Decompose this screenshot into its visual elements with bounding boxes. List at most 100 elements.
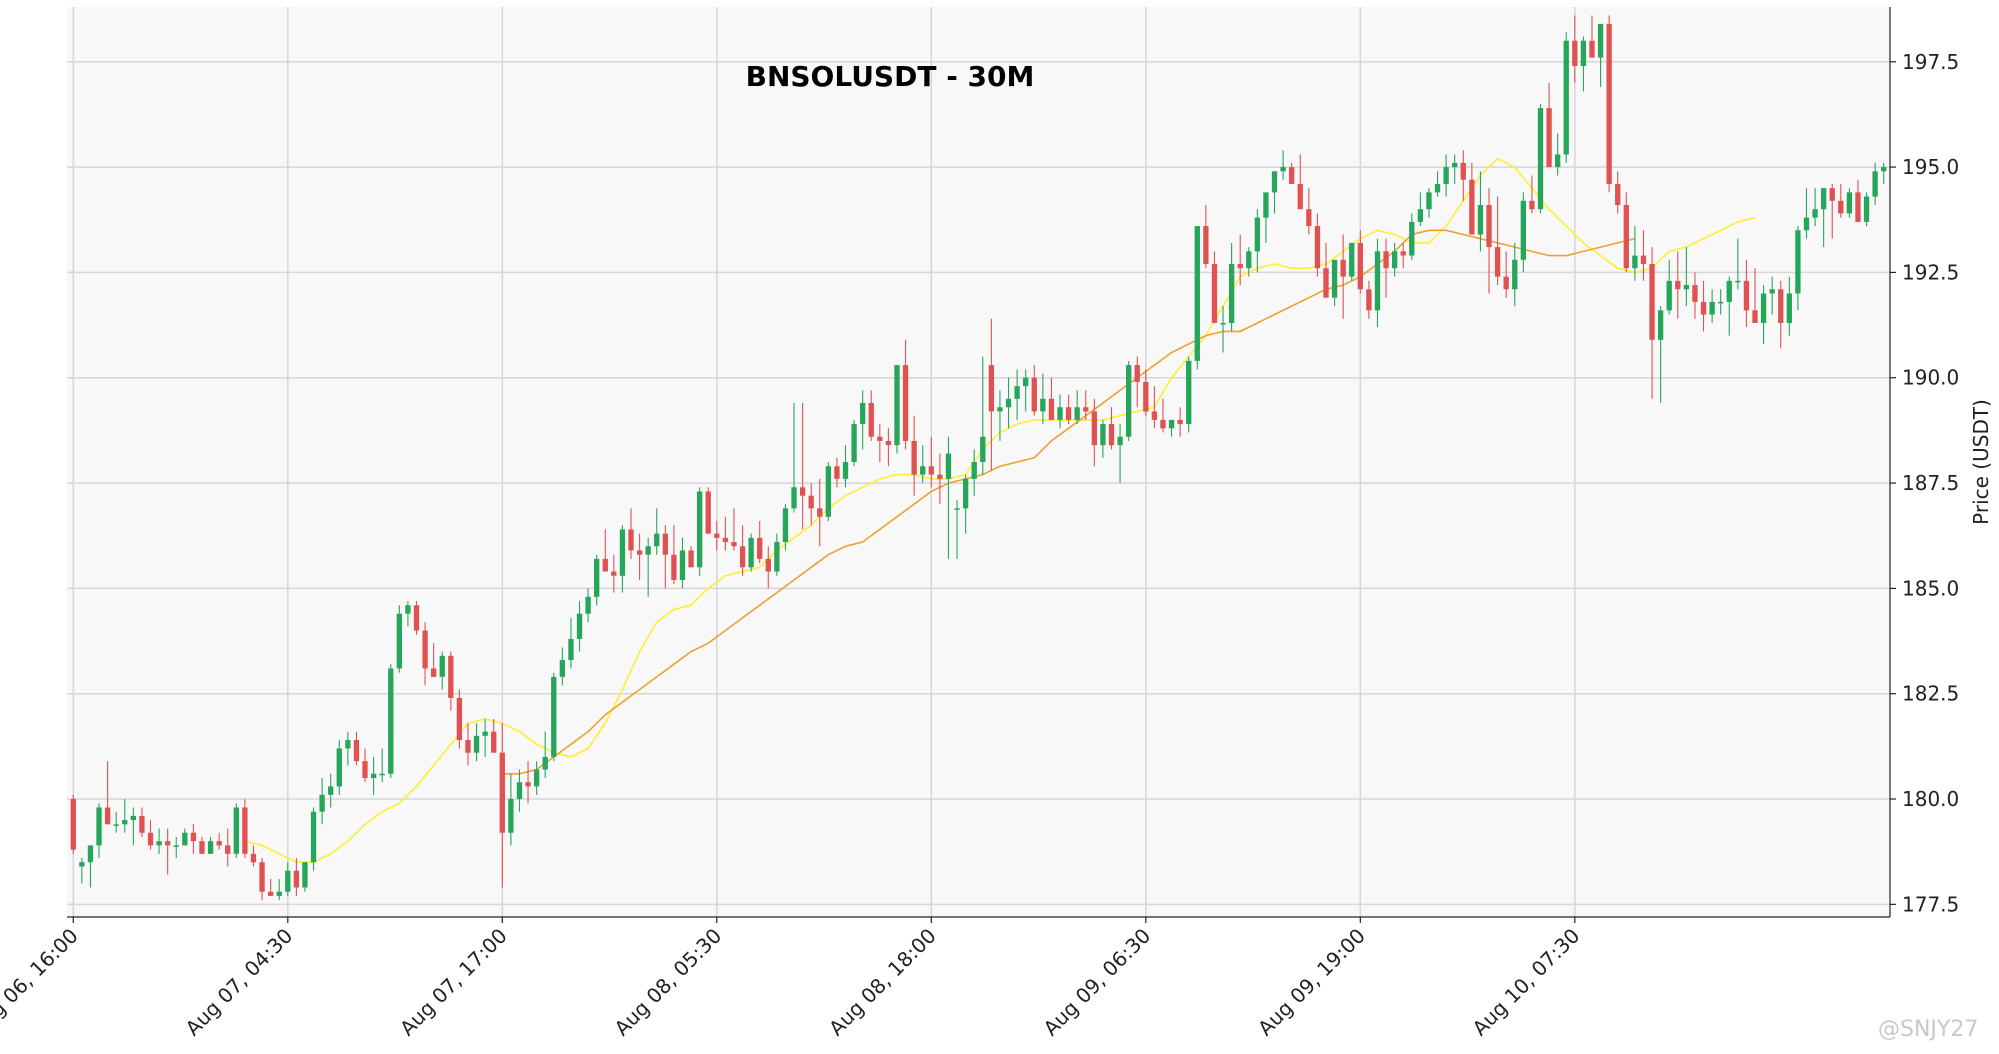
candle-body <box>448 655 454 698</box>
candles <box>70 15 1887 901</box>
candle-body <box>250 853 257 863</box>
candle-body <box>113 824 119 826</box>
candle-body <box>1366 289 1372 311</box>
candle <box>1537 103 1544 214</box>
candle-body <box>1769 289 1775 294</box>
candle-body <box>1383 251 1389 269</box>
candle-body <box>1520 200 1527 260</box>
candle <box>1143 369 1149 416</box>
candle-body <box>1700 301 1707 315</box>
candle-body <box>894 365 900 446</box>
candle-body <box>1657 310 1664 340</box>
candle <box>1426 188 1432 218</box>
candle-body <box>379 773 385 776</box>
candle <box>928 436 934 488</box>
candle <box>1820 188 1827 248</box>
candle <box>1555 133 1561 176</box>
candle <box>765 546 771 589</box>
candle-body <box>1572 40 1578 66</box>
candle <box>834 457 840 488</box>
candle <box>714 520 720 551</box>
candle-body <box>473 735 480 753</box>
candle <box>1074 390 1080 425</box>
y-tick-label: 177.5 <box>1902 892 1959 916</box>
candle <box>182 828 188 846</box>
candle <box>156 828 162 854</box>
candle <box>825 462 832 521</box>
candle-body <box>722 537 729 543</box>
candle-body <box>1091 411 1097 446</box>
candle <box>1297 154 1303 210</box>
candle-body <box>1615 183 1621 206</box>
candle-body <box>1692 285 1698 302</box>
candle-body <box>1537 108 1544 210</box>
candle <box>1057 394 1063 429</box>
candle <box>336 740 342 795</box>
candle <box>1563 32 1569 163</box>
candle <box>388 664 394 778</box>
candle <box>1306 188 1312 235</box>
candle-body <box>679 550 686 580</box>
candle <box>1400 242 1406 269</box>
x-tick-label: Aug 07, 04:30 <box>181 924 298 1041</box>
candle <box>1829 183 1835 239</box>
candle <box>619 525 626 593</box>
candle-body <box>945 453 952 479</box>
y-tick-label: 197.5 <box>1902 50 1959 74</box>
candle-body <box>182 832 188 846</box>
candle <box>1778 280 1784 349</box>
candle-body <box>1271 171 1278 193</box>
candle <box>499 723 505 888</box>
candle <box>688 546 694 568</box>
candle-body <box>1374 251 1381 311</box>
candle-body <box>1778 289 1784 323</box>
candle <box>1374 238 1381 328</box>
candle-body <box>1211 263 1218 323</box>
candle <box>1589 15 1595 58</box>
candle-body <box>1683 285 1690 290</box>
candle <box>1134 356 1140 408</box>
candle-body <box>122 820 128 825</box>
candle-body <box>491 731 497 753</box>
candle <box>70 794 76 854</box>
candle <box>628 508 634 559</box>
candle-body <box>1125 365 1132 437</box>
candle <box>473 723 480 762</box>
candle <box>997 390 1003 441</box>
candle <box>1117 424 1123 484</box>
candle-body <box>1014 386 1020 399</box>
chart-title: BNSOLUSDT - 30M <box>746 60 1035 93</box>
candle-body <box>1872 171 1878 197</box>
candle-body <box>885 440 892 446</box>
candle-body <box>190 832 197 842</box>
watermark: @SNJY27 <box>1878 1017 1978 1042</box>
candle-body <box>1494 247 1501 277</box>
candle <box>1100 419 1106 458</box>
candle-body <box>962 478 969 509</box>
y-tick-label: 187.5 <box>1902 471 1959 495</box>
candle-body <box>1726 280 1732 302</box>
candle-body <box>808 495 814 509</box>
candle-body <box>1023 377 1029 387</box>
candle-body <box>714 533 720 538</box>
candle <box>1349 242 1355 281</box>
candle <box>1048 377 1055 420</box>
candle <box>576 601 583 652</box>
candle <box>1023 369 1029 412</box>
candle-body <box>980 436 986 462</box>
candle <box>1640 230 1647 281</box>
candle-body <box>920 466 926 475</box>
candle <box>1417 192 1424 227</box>
candle <box>439 651 445 690</box>
candle <box>1855 179 1861 222</box>
candle-body <box>842 462 849 479</box>
candle <box>216 832 222 850</box>
candle-body <box>902 365 909 441</box>
candle <box>1186 356 1192 433</box>
candle-body <box>825 466 832 517</box>
candle-body <box>602 558 608 572</box>
y-tick-labels: 177.5 180.0 182.5 185.0 187.5 190.0 192.5 195.0… <box>1890 50 1959 916</box>
candle-body <box>362 761 368 778</box>
candle <box>1005 377 1012 429</box>
candle <box>1177 407 1183 437</box>
